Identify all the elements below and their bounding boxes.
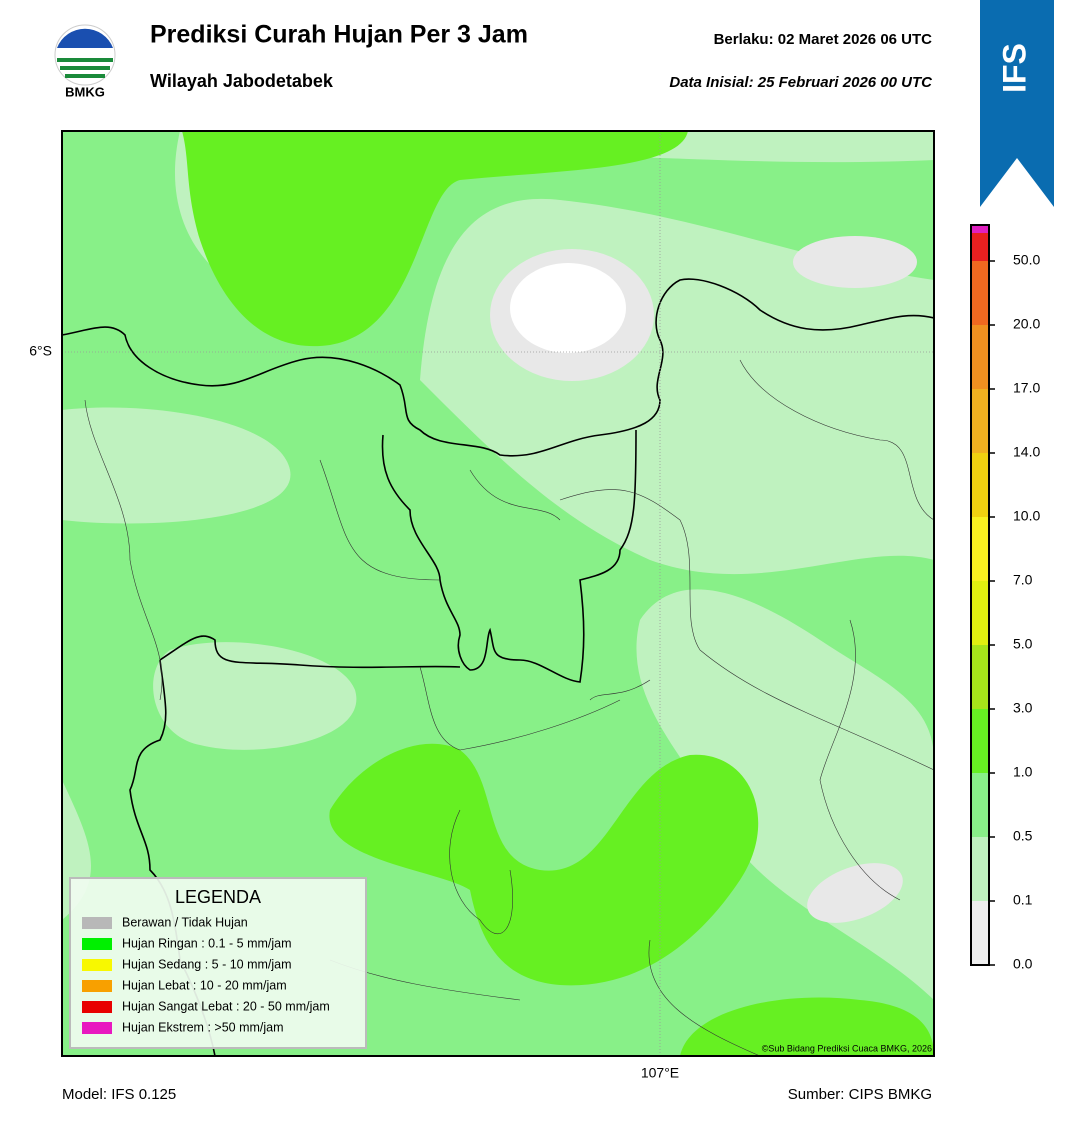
colorbar-label: 50.0	[1013, 252, 1040, 268]
legend-swatch	[82, 938, 112, 950]
colorbar-segment	[971, 581, 989, 645]
legend: LEGENDA Berawan / Tidak Hujan Hujan Ringa…	[69, 877, 367, 1049]
colorbar-label: 20.0	[1013, 316, 1040, 332]
credit: ©Sub Bidang Prediksi Cuaca BMKG, 2026	[762, 1043, 932, 1053]
colorbar-segment	[971, 901, 989, 965]
badge-text: IFS	[996, 43, 1032, 93]
colorbar-label: 1.0	[1013, 764, 1033, 780]
legend-label: Hujan Ringan : 0.1 - 5 mm/jam	[122, 936, 292, 950]
logo-text: BMKG	[65, 84, 105, 99]
colorbar-segment	[971, 233, 989, 261]
colorbar-segment	[971, 837, 989, 901]
legend-swatch	[82, 980, 112, 992]
colorbar-segment	[971, 517, 989, 581]
lon-label: 107°E	[641, 1065, 679, 1081]
legend-swatch	[82, 959, 112, 971]
colorbar-segment	[971, 773, 989, 837]
footer-model: Model: IFS 0.125	[62, 1086, 176, 1103]
footer-source: Sumber: CIPS BMKG	[788, 1086, 932, 1103]
legend-swatch	[82, 917, 112, 929]
legend-swatch	[82, 1001, 112, 1013]
colorbar-label: 7.0	[1013, 572, 1033, 588]
colorbar: 0.0 0.1 0.5 1.0 3.0 5.0 7.0 10.0 14.0 17.0 20.0 50.…	[970, 224, 1040, 972]
legend-swatch	[82, 1022, 112, 1034]
initial-time: Data Inisial: 25 Februari 2026 00 UTC	[669, 74, 933, 91]
logo: BMKG	[54, 24, 116, 99]
colorbar-label: 10.0	[1013, 508, 1040, 524]
subtitle: Wilayah Jabodetabek	[150, 71, 334, 91]
legend-label: Hujan Sangat Lebat : 20 - 50 mm/jam	[122, 999, 330, 1013]
colorbar-label: 0.1	[1013, 892, 1033, 908]
colorbar-label: 5.0	[1013, 636, 1033, 652]
title: Prediksi Curah Hujan Per 3 Jam	[150, 21, 528, 49]
colorbar-label: 3.0	[1013, 700, 1033, 716]
colorbar-label: 17.0	[1013, 380, 1040, 396]
legend-label: Hujan Lebat : 10 - 20 mm/jam	[122, 978, 287, 992]
colorbar-label: 0.5	[1013, 828, 1033, 844]
map-frame	[61, 130, 935, 1057]
colorbar-label: 0.0	[1013, 956, 1033, 972]
colorbar-segment	[971, 261, 989, 325]
colorbar-segment	[971, 325, 989, 389]
colorbar-segment	[971, 645, 989, 709]
legend-title: LEGENDA	[175, 887, 261, 907]
lat-label: 6°S	[29, 343, 52, 359]
legend-label: Hujan Ekstrem : >50 mm/jam	[122, 1020, 284, 1034]
legend-label: Hujan Sedang : 5 - 10 mm/jam	[122, 957, 292, 971]
valid-time: Berlaku: 02 Maret 2026 06 UTC	[714, 31, 933, 48]
colorbar-frame	[970, 224, 990, 966]
badge	[980, 0, 1054, 207]
colorbar-label: 14.0	[1013, 444, 1040, 460]
colorbar-segment	[971, 225, 989, 233]
legend-label: Berawan / Tidak Hujan	[122, 915, 248, 929]
colorbar-segment	[971, 709, 989, 773]
colorbar-segment	[971, 453, 989, 517]
colorbar-segment	[971, 389, 989, 453]
